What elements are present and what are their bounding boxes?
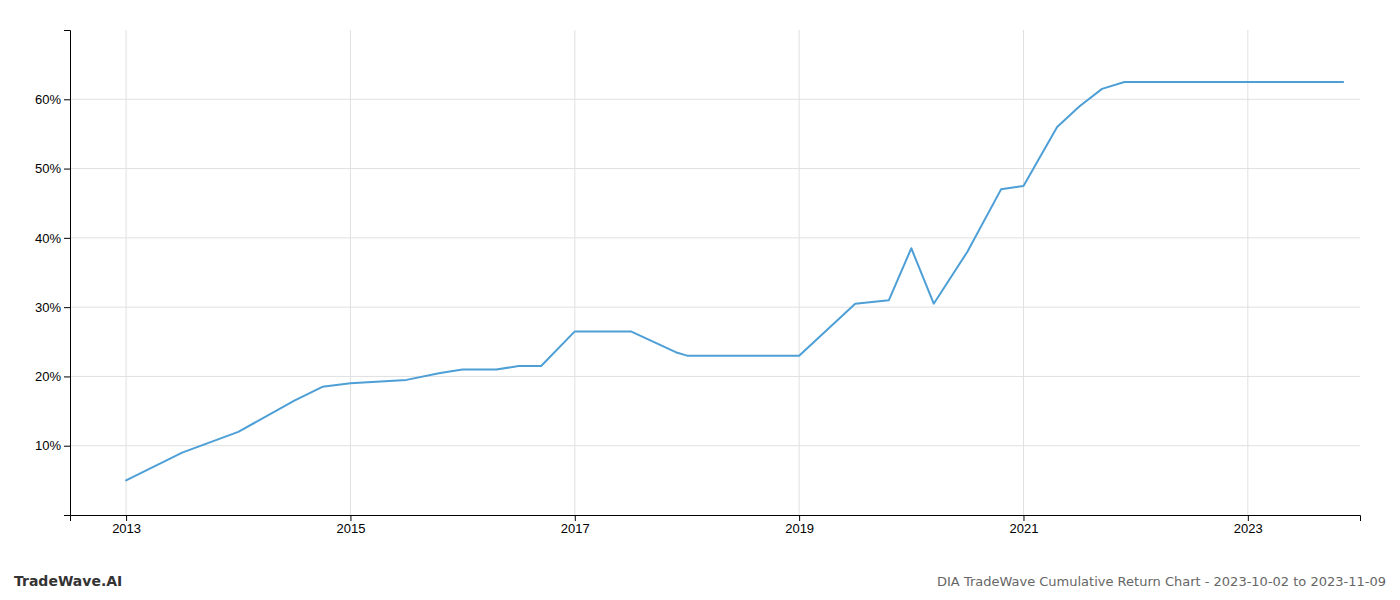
tick-mark [350, 515, 351, 521]
grid-line [1023, 30, 1024, 515]
grid-line [70, 445, 1360, 446]
tick-mark [64, 376, 70, 377]
tick-label: 60% [35, 92, 61, 107]
grid-line [350, 30, 351, 515]
grid-line [70, 307, 1360, 308]
tick-mark [64, 99, 70, 100]
tick-label: 2023 [1234, 521, 1263, 536]
tick-label: 20% [35, 369, 61, 384]
tick: 2015 [336, 515, 365, 536]
tick-label: 10% [35, 438, 61, 453]
tick-mark [64, 446, 70, 447]
marks [126, 82, 1343, 480]
tick-label: 2015 [336, 521, 365, 536]
tick: 50% [35, 161, 70, 176]
y-axis: 10% 20% 30% 40% 50% 60% [35, 31, 71, 516]
x-axis: 2013 2015 2017 2019 2021 2023 [71, 515, 1361, 536]
chart: 2013 2015 2017 2019 2021 2023 10% 20% 30% 40% 50% 6… [0, 0, 1400, 600]
tick-label: 2021 [1010, 521, 1039, 536]
line [126, 82, 1343, 480]
tick-mark [64, 307, 70, 308]
grid-line [70, 99, 1360, 100]
tick-mark [126, 515, 127, 521]
grid-line [126, 30, 127, 515]
grid-line [70, 237, 1360, 238]
grid-line [799, 30, 800, 515]
grid-line [70, 168, 1360, 169]
tick: 2019 [785, 515, 814, 536]
tick: 40% [35, 231, 70, 246]
tick-label: 2013 [112, 521, 141, 536]
tick: 2021 [1010, 515, 1039, 536]
grid-line [574, 30, 575, 515]
axis-line [71, 516, 1361, 522]
tick-label: 2019 [785, 521, 814, 536]
tick: 30% [35, 300, 70, 315]
tick-mark [575, 515, 576, 521]
tick: 10% [35, 438, 70, 453]
tick-label: 50% [35, 161, 61, 176]
grid-line [70, 376, 1360, 377]
tick-mark [799, 515, 800, 521]
tick-label: 40% [35, 231, 61, 246]
tick-mark [1023, 515, 1024, 521]
tick: 2013 [112, 515, 141, 536]
tick-label: 30% [35, 300, 61, 315]
tick-label: 2017 [561, 521, 590, 536]
footer-left: TradeWave.AI [14, 573, 122, 589]
footer-right: DIA TradeWave Cumulative Return Chart - … [937, 574, 1386, 589]
tick: 20% [35, 369, 70, 384]
plot: 2013 2015 2017 2019 2021 2023 10% 20% 30% 40% 50% 6… [35, 30, 1361, 536]
tick-mark [1248, 515, 1249, 521]
tick: 2017 [561, 515, 590, 536]
grid [70, 30, 1360, 515]
grid-line [1247, 30, 1248, 515]
tick: 60% [35, 92, 70, 107]
tick-mark [64, 238, 70, 239]
axis-line [64, 31, 71, 516]
tick-mark [64, 169, 70, 170]
tick: 2023 [1234, 515, 1263, 536]
